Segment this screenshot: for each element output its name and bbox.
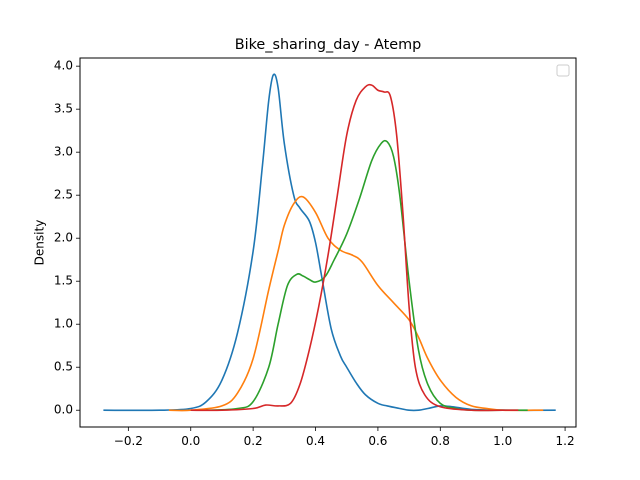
y-tick-label: 2.5: [54, 188, 73, 202]
x-tick-label: 0.0: [181, 434, 200, 448]
y-tick-label: 4.0: [54, 59, 73, 73]
density-line-1: [103, 73, 556, 412]
y-tick-label: 1.5: [54, 274, 73, 288]
legend-box[interactable]: [556, 64, 570, 77]
x-tick-label: 0.6: [368, 434, 387, 448]
y-tick-label: 1.0: [54, 317, 73, 331]
y-tick-label: 3.5: [54, 102, 73, 116]
y-tick-label: 3.0: [54, 145, 73, 159]
y-axis-title: Density: [33, 220, 47, 266]
density-line-2: [168, 195, 544, 412]
x-tick-label: 0.4: [306, 434, 325, 448]
x-tick-label: 1.0: [493, 434, 512, 448]
y-tick-label: 0.5: [54, 360, 73, 374]
ticks-layer: −0.2 0.0 0.2 0.4 0.6 0.8 1.0 1.2 0.0 0.5 1.0 1.5 2.0…: [54, 59, 575, 448]
x-tick-label: 0.8: [431, 434, 450, 448]
density-line-4: [190, 83, 519, 412]
y-tick-label: 0.0: [54, 403, 73, 417]
x-tick-label: 1.2: [556, 434, 575, 448]
y-tick-label: 2.0: [54, 231, 73, 245]
plot-frame: [79, 57, 577, 428]
density-line-3: [206, 139, 528, 412]
series-layer: [103, 73, 556, 412]
x-tick-label: 0.2: [244, 434, 263, 448]
chart-title: Bike_sharing_day - Atemp: [235, 37, 422, 53]
x-tick-label: −0.2: [114, 434, 143, 448]
